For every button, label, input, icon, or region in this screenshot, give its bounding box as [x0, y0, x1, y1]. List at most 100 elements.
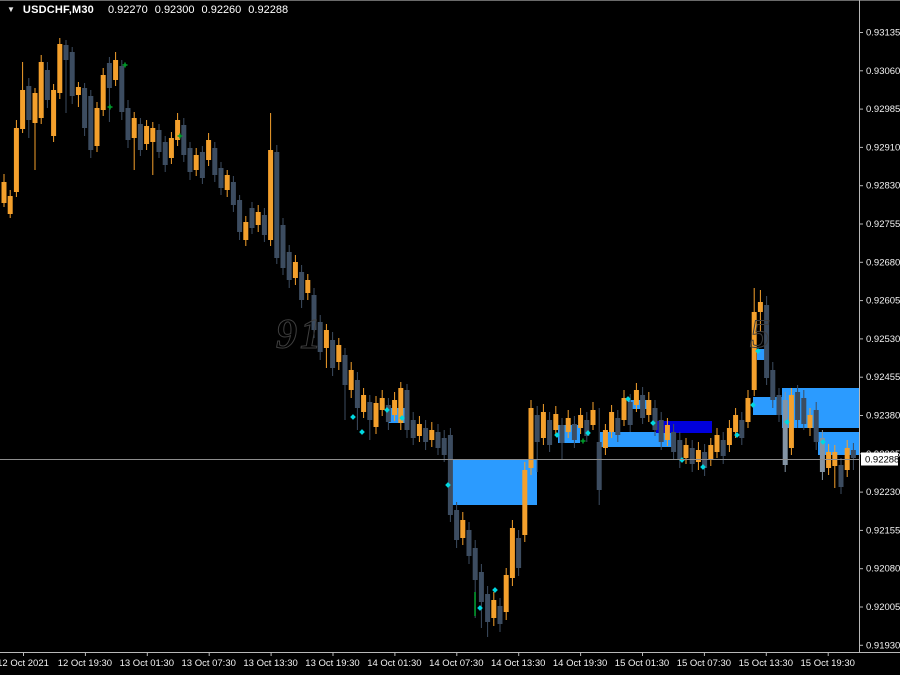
candle-body — [838, 465, 844, 487]
candle-body — [472, 548, 478, 580]
candle-body — [671, 432, 677, 452]
candle-body — [218, 168, 224, 188]
candle-body — [125, 108, 131, 140]
candle-body — [652, 408, 658, 430]
candle-body — [658, 420, 664, 442]
candle-body — [1, 182, 7, 203]
candle-body — [404, 390, 410, 430]
cyan-signal-marker — [650, 420, 656, 426]
ohlc-close: 0.92288 — [248, 4, 289, 16]
time-axis-label: 14 Oct 01:30 — [367, 658, 421, 669]
price-axis-label: 0.92985 — [866, 104, 900, 115]
candle-body — [305, 280, 311, 293]
candle-body — [609, 412, 615, 432]
cyan-signal-marker — [585, 430, 591, 436]
supply-demand-zone[interactable] — [757, 349, 768, 360]
candle-body — [137, 124, 143, 150]
candle-body — [224, 175, 230, 190]
price-axis[interactable] — [859, 0, 900, 652]
time-axis-label: 14 Oct 13:30 — [491, 658, 545, 669]
chart-ohlc: 0.92270 0.92300 0.92260 0.92288 — [108, 4, 288, 16]
candle-body — [850, 450, 856, 458]
candle-body — [162, 142, 168, 165]
cyan-signal-marker — [784, 419, 790, 425]
candle-body — [255, 212, 261, 225]
time-axis-label: 13 Oct 01:30 — [120, 658, 174, 669]
candle-body — [268, 150, 274, 240]
green-signal-marker — [580, 438, 586, 444]
candle-body — [528, 408, 534, 468]
candle-body — [144, 126, 150, 144]
cyan-signal-marker — [399, 415, 405, 421]
price-axis-label: 0.92155 — [866, 525, 900, 536]
time-axis[interactable] — [0, 652, 900, 675]
candle-body — [280, 225, 286, 268]
supply-demand-zone[interactable] — [782, 388, 859, 428]
green-signal-marker — [177, 133, 183, 139]
time-axis-label: 13 Oct 13:30 — [243, 658, 297, 669]
candle-body — [646, 400, 652, 415]
candle-body — [664, 425, 670, 440]
cyan-signal-marker — [750, 402, 756, 408]
candle-body — [547, 420, 553, 445]
candle-body — [131, 118, 137, 138]
candle-body — [640, 395, 646, 418]
cyan-signal-marker — [477, 605, 483, 611]
chart-title: ▼ USDCHF,M30 0.92270 0.92300 0.92260 0.9… — [7, 4, 288, 16]
candle-body — [20, 90, 26, 129]
price-axis-label: 0.93060 — [866, 66, 900, 77]
green-signal-marker — [122, 62, 128, 68]
candle-body — [193, 155, 199, 170]
candle-body — [435, 432, 441, 448]
candle-body — [385, 405, 391, 422]
candle-body — [88, 96, 94, 150]
candle-body — [596, 442, 602, 490]
watermark-text: 5 — [750, 311, 773, 356]
candle-wick — [133, 112, 135, 170]
time-axis-label: 13 Oct 07:30 — [181, 658, 235, 669]
candle-body — [441, 438, 447, 455]
candle-body — [361, 395, 367, 412]
candle-body — [69, 52, 75, 96]
candle-body — [807, 415, 813, 428]
candle-body — [584, 420, 590, 436]
candle-body — [206, 140, 212, 160]
candle-body — [795, 392, 801, 420]
candle-body — [627, 402, 633, 425]
candle-body — [373, 403, 379, 427]
candle-body — [379, 398, 385, 410]
candle-body — [503, 575, 509, 612]
time-axis-label: 14 Oct 19:30 — [553, 658, 607, 669]
candle-body — [708, 445, 714, 460]
chart-dropdown-icon[interactable]: ▼ — [7, 5, 15, 14]
candle-body — [38, 62, 44, 118]
cyan-signal-marker — [492, 587, 498, 593]
ohlc-low: 0.92260 — [201, 4, 242, 16]
candle-body — [323, 330, 329, 348]
cyan-signal-marker — [820, 439, 826, 445]
price-axis-label: 0.92230 — [866, 487, 900, 498]
time-axis-label: 13 Oct 19:30 — [305, 658, 359, 669]
candle-body — [726, 428, 732, 445]
candle-wick — [108, 57, 110, 122]
candle-body — [801, 398, 807, 424]
price-axis-label: 0.92005 — [866, 602, 900, 613]
cyan-signal-marker — [350, 414, 356, 420]
candle-body — [348, 370, 354, 390]
candle-body — [695, 450, 701, 462]
candle-body — [51, 90, 57, 136]
cyan-signal-marker — [554, 432, 560, 438]
candle-body — [522, 470, 528, 535]
candle-wick — [834, 445, 836, 488]
candle-body — [243, 222, 249, 240]
candle-body — [590, 410, 596, 425]
candle-body — [249, 208, 255, 228]
supply-demand-zone-navy[interactable] — [656, 421, 712, 433]
candle-body — [7, 196, 13, 214]
watermark-text: 91 — [276, 312, 324, 358]
ohlc-high: 0.92300 — [154, 4, 195, 16]
candle-body — [199, 152, 205, 178]
candle-body — [342, 355, 348, 385]
candle-body — [689, 448, 695, 464]
